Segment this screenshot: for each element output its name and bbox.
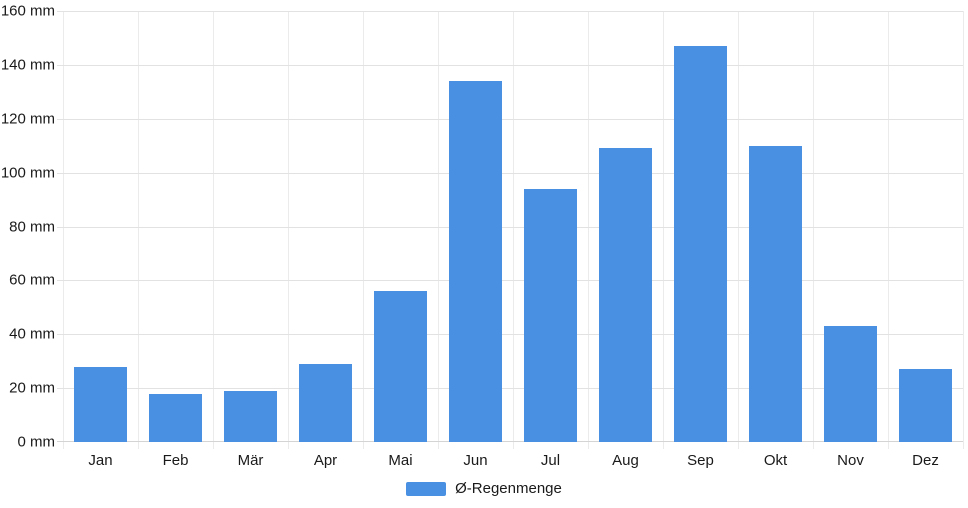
horizontal-gridline — [57, 11, 963, 12]
vertical-gridline — [288, 11, 289, 449]
y-tick-label: 0 mm — [17, 433, 56, 451]
horizontal-gridline — [57, 388, 963, 390]
bar-okt[interactable] — [749, 145, 802, 442]
vertical-gridline — [363, 11, 364, 449]
y-tick-label: 40 mm — [9, 325, 55, 343]
vertical-gridline — [813, 11, 814, 449]
x-tick-label-mai: Mai — [388, 452, 413, 469]
vertical-gridline — [63, 11, 64, 449]
bar-apr[interactable] — [299, 363, 352, 442]
y-tick-label: 140 mm — [0, 56, 55, 74]
vertical-gridline — [213, 11, 214, 449]
y-tick-label: 100 mm — [0, 164, 55, 182]
legend[interactable]: Ø-Regenmenge — [0, 480, 968, 497]
horizontal-gridline — [57, 118, 963, 120]
bar-mär[interactable] — [224, 390, 277, 442]
bar-jul[interactable] — [524, 188, 577, 442]
bar-mai[interactable] — [374, 291, 427, 442]
x-tick-label-sep: Sep — [687, 452, 714, 469]
y-tick-label: 80 mm — [9, 218, 55, 235]
horizontal-gridline — [57, 280, 963, 282]
legend-swatch-icon — [406, 481, 447, 496]
x-axis-baseline — [57, 441, 963, 442]
bar-sep[interactable] — [674, 46, 727, 442]
x-tick-label-apr: Apr — [313, 452, 338, 469]
horizontal-gridline — [57, 226, 963, 228]
y-axis: 0 mm 20 mm 40 mm 60 mm 80 mm 100 mm 120 mm 140 … — [0, 0, 55, 508]
x-tick-label-jan: Jan — [88, 452, 113, 469]
bar-jan[interactable] — [74, 366, 127, 442]
y-tick-label: 20 mm — [9, 379, 55, 397]
x-tick-label-mär: Mär — [237, 452, 264, 469]
vertical-gridline — [888, 11, 889, 449]
x-tick-label-feb: Feb — [162, 452, 189, 469]
horizontal-gridline — [57, 64, 963, 66]
horizontal-gridline — [57, 172, 963, 174]
vertical-gridline — [663, 11, 664, 449]
y-tick-label: 60 mm — [9, 271, 55, 289]
legend-label: Ø-Regenmenge — [455, 480, 562, 497]
x-tick-label-jul: Jul — [540, 452, 561, 469]
vertical-gridline — [438, 11, 439, 449]
vertical-gridline — [588, 11, 589, 449]
bar-aug[interactable] — [599, 148, 652, 442]
y-tick-label: 120 mm — [0, 110, 55, 128]
x-tick-label-jun: Jun — [463, 452, 488, 469]
vertical-gridline — [963, 11, 964, 449]
x-tick-label-okt: Okt — [763, 452, 788, 469]
plot-area — [57, 11, 964, 449]
vertical-gridline — [513, 11, 514, 449]
bar-nov[interactable] — [824, 326, 877, 442]
x-tick-label-dez: Dez — [912, 452, 939, 469]
vertical-gridline — [738, 11, 739, 449]
bar-feb[interactable] — [149, 393, 202, 442]
vertical-gridline — [138, 11, 139, 449]
x-tick-label-aug: Aug — [612, 452, 639, 469]
x-tick-label-nov: Nov — [837, 452, 864, 469]
y-tick-label: 160 mm — [0, 2, 55, 20]
bar-jun[interactable] — [449, 81, 502, 442]
x-axis: Jan Feb Mär Apr Mai Jun Jul Aug Sep Okt Nov Dez — [0, 452, 968, 472]
horizontal-gridline — [57, 334, 963, 336]
bar-dez[interactable] — [899, 369, 952, 442]
